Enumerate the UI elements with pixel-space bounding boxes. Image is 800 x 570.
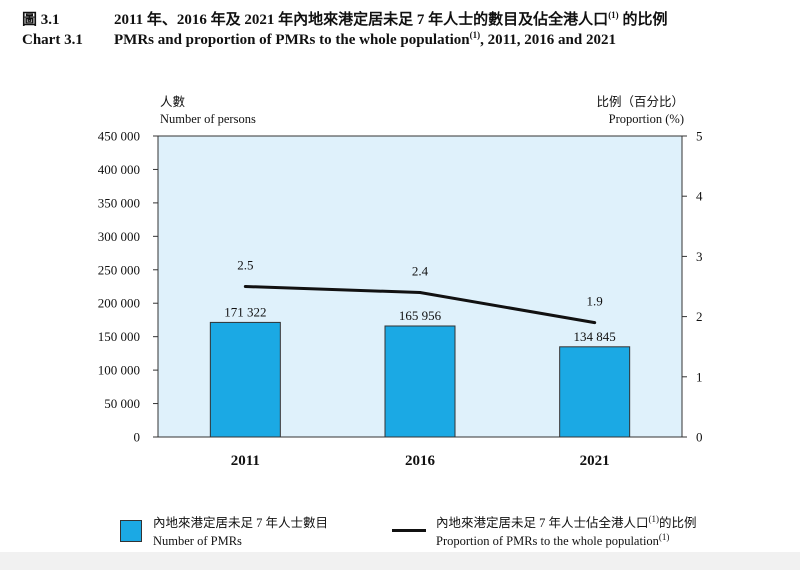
- proportion-value-label: 2.5: [237, 258, 253, 273]
- left-axis-caption: 人數 Number of persons: [160, 94, 256, 128]
- right-axis-label-en: Proportion (%): [608, 112, 684, 126]
- proportion-point-2016: [418, 291, 422, 295]
- legend-line-label-en: Proportion of PMRs to the whole populati…: [436, 534, 659, 548]
- left-axis-tick-label: 150 000: [98, 329, 140, 344]
- chart-title-zh-sup: (1): [608, 10, 619, 20]
- legend-line-en-sup: (1): [658, 531, 670, 542]
- proportion-point-2011: [243, 285, 247, 288]
- bar-value-label: 171 322: [224, 304, 266, 319]
- chart-number-zh: 圖 3.1: [22, 12, 60, 28]
- x-axis-label-2016: 2016: [405, 453, 436, 469]
- right-axis-tick-label: 1: [696, 369, 703, 384]
- footer-band: [0, 552, 800, 570]
- left-axis-tick-label: 100 000: [98, 363, 140, 378]
- proportion-point-2021: [593, 321, 597, 325]
- right-axis-caption: 比例（百分比） Proportion (%): [596, 94, 684, 128]
- left-axis-tick-label: 350 000: [98, 195, 140, 210]
- right-axis-label-zh: 比例（百分比）: [596, 95, 684, 109]
- left-axis-tick-label: 50 000: [104, 396, 140, 411]
- bar-value-label: 134 845: [574, 329, 616, 344]
- chart-title-en: Chart 3.1 PMRs and proportion of PMRs to …: [22, 30, 616, 49]
- proportion-value-label: 2.4: [412, 264, 429, 279]
- bar-2016: [384, 325, 456, 438]
- legend-line-swatch: [392, 529, 426, 532]
- legend-bar-label-zh: 內地來港定居未足 7 年人士數目: [153, 516, 329, 530]
- chart-title-zh-text: 2011 年、2016 年及 2021 年內地來港定居未足 7 年人士的數目及佔…: [114, 12, 609, 28]
- left-axis-tick-label: 400 000: [98, 162, 140, 177]
- legend-line-label-zh: 內地來港定居未足 7 年人士佔全港人口: [436, 516, 649, 530]
- legend-bar-swatch: [120, 520, 142, 542]
- bar-2011: [209, 321, 281, 438]
- legend-line-zh-sup: (1): [648, 513, 660, 524]
- chart-title-zh-tail: 的比例: [618, 12, 668, 28]
- left-axis-tick-label: 0: [134, 430, 141, 445]
- right-axis-tick-label: 2: [696, 309, 703, 324]
- x-axis-label-2011: 2011: [231, 453, 260, 469]
- left-axis-tick-label: 300 000: [98, 229, 140, 244]
- right-axis-tick-label: 3: [696, 249, 703, 264]
- left-axis-tick-label: 450 000: [98, 129, 140, 144]
- chart-number-en: Chart 3.1: [22, 32, 83, 48]
- x-axis-label-2021: 2021: [580, 453, 610, 469]
- left-axis-label-en: Number of persons: [160, 112, 256, 126]
- legend-line-label-zh-tail: 的比例: [659, 516, 697, 530]
- proportion-value-label: 1.9: [587, 294, 603, 309]
- left-axis-label-zh: 人數: [160, 95, 186, 109]
- left-axis-tick-label: 250 000: [98, 262, 140, 277]
- right-axis-tick-label: 0: [696, 430, 703, 445]
- chart-title-zh: 圖 3.1 2011 年、2016 年及 2021 年內地來港定居未足 7 年人士…: [22, 8, 667, 29]
- chart-title-en-text: PMRs and proportion of PMRs to the whole…: [114, 32, 470, 48]
- right-axis-tick-label: 4: [696, 189, 703, 204]
- left-axis-tick-label: 200 000: [98, 296, 140, 311]
- chart-title-en-sup: (1): [469, 30, 481, 40]
- right-axis-tick-label: 5: [696, 129, 703, 144]
- chart-title-en-tail: , 2011, 2016 and 2021: [480, 32, 616, 48]
- bar-value-label: 165 956: [399, 308, 442, 323]
- legend-bar-label-en: Number of PMRs: [153, 534, 242, 548]
- bar-2021: [559, 346, 631, 438]
